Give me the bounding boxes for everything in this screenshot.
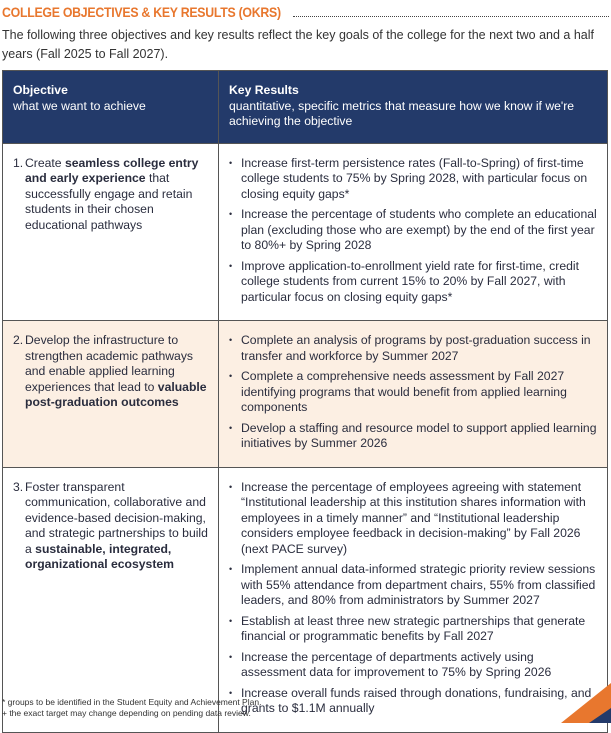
objective-text-pre: Develop the infrastructure to strengthen… [25, 333, 194, 394]
objective-number: 2. [13, 333, 24, 347]
objective-text-bold: valuable post-graduation outcomes [25, 379, 207, 410]
okr-row: 2. Develop the infrastructure to strength… [2, 320, 608, 468]
kr-header-label: Key Results [229, 83, 299, 97]
objective-cell: 2. Develop the infrastructure to strength… [2, 320, 219, 468]
objective-cell: 3. Foster transparent communication, coll… [2, 466, 219, 733]
kr-header-sub: quantitative, specific metrics that meas… [229, 98, 575, 129]
key-result: Establish at least three new strategic p… [229, 614, 597, 645]
key-result: Increase the percentage of students who … [229, 207, 597, 254]
key-result: Complete a comprehensive needs assessmen… [229, 369, 597, 416]
objective-text: Develop the infrastructure to strengthen… [25, 333, 208, 411]
objective-cell: 1. Create seamless college entry and earl… [2, 142, 219, 321]
objective-number: 3. [13, 479, 24, 494]
objective-header-label: Objective [13, 83, 68, 97]
objective-header-sub: what we want to achieve [13, 98, 146, 113]
intro-text: The following three objectives and key r… [2, 28, 595, 61]
objective-text: Foster transparent communication, collab… [25, 480, 208, 573]
objective-text-bold: seamless college entry and early experie… [25, 155, 199, 186]
objective-text-pre: Create [25, 155, 65, 170]
okr-table: Objective what we want to achieve Key Res… [2, 70, 608, 733]
footnote: * groups to be identified in the Student… [2, 697, 262, 707]
objective-number: 1. [13, 155, 24, 170]
key-result: Complete an analysis of programs by post… [229, 333, 597, 364]
key-result: Increase the percentage of departments a… [229, 650, 597, 681]
objective-text-bold: sustainable, integrated, organizational … [25, 541, 175, 572]
key-results-cell: Increase the percentage of employees agr… [218, 466, 608, 733]
key-result: Implement annual data-informed strategic… [229, 562, 597, 609]
key-result: Increase first-term persistence rates (F… [229, 156, 597, 203]
dotted-rule [292, 16, 609, 17]
corner-decoration [561, 683, 611, 723]
footnote: + the exact target may change depending … [2, 708, 251, 718]
objective-text: Create seamless college entry and early … [25, 156, 208, 234]
key-result: Develop a staffing and resource model to… [229, 421, 597, 452]
objective-header: Objective what we want to achieve [2, 70, 219, 144]
key-result: Improve application-to-enrollment yield … [229, 259, 597, 306]
key-results-cell: Complete an analysis of programs by post… [218, 320, 608, 468]
key-results-cell: Increase first-term persistence rates (F… [218, 142, 608, 321]
key-results-header: Key Results quantitative, specific metric… [218, 70, 608, 144]
objective-text-post: that successfully engage and retain stud… [25, 171, 193, 232]
footnotes: * groups to be identified in the Student… [2, 697, 261, 719]
okr-row: 1. Create seamless college entry and earl… [2, 142, 608, 321]
key-result: Increase the percentage of employees agr… [229, 480, 597, 558]
objective-text-pre: Foster transparent communication, collab… [25, 479, 208, 556]
section-title: COLLEGE OBJECTIVES & KEY RESULTS (OKRS) [2, 4, 281, 20]
section-title-row: COLLEGE OBJECTIVES & KEY RESULTS (OKRS) [2, 4, 609, 20]
key-result: Increase overall funds raised through do… [229, 686, 597, 717]
okr-row: 3. Foster transparent communication, coll… [2, 466, 608, 733]
